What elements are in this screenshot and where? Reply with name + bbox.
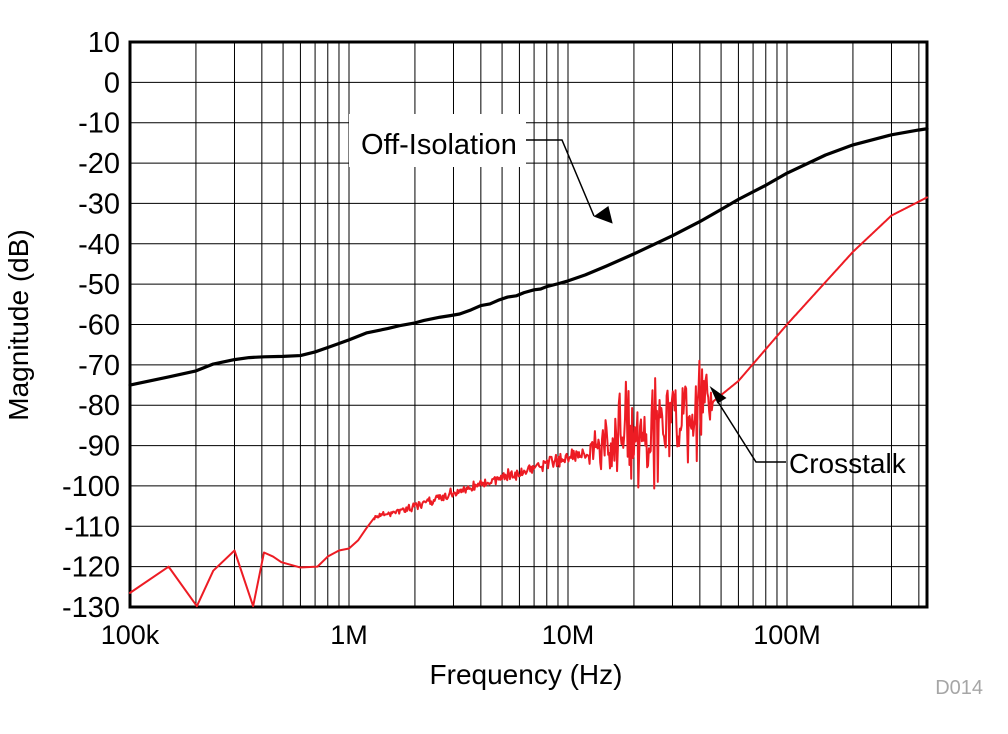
svg-text:-100: -100 [62,471,120,503]
svg-text:Frequency (Hz): Frequency (Hz) [430,659,623,690]
svg-text:-40: -40 [78,229,120,261]
svg-text:Crosstalk: Crosstalk [789,448,907,479]
svg-text:10: 10 [88,27,120,59]
svg-text:-120: -120 [62,552,120,584]
svg-text:100M: 100M [753,620,821,650]
svg-text:D014: D014 [935,677,983,699]
svg-text:Magnitude (dB): Magnitude (dB) [3,229,34,420]
svg-text:100k: 100k [101,620,160,650]
svg-text:Off-Isolation: Off-Isolation [361,129,517,161]
svg-text:-110: -110 [64,511,120,543]
svg-text:-50: -50 [78,269,120,301]
svg-text:-30: -30 [78,188,120,220]
svg-text:10M: 10M [542,620,595,650]
svg-text:-70: -70 [78,350,120,382]
svg-text:0: 0 [104,67,120,99]
svg-text:1M: 1M [330,620,368,650]
svg-text:-90: -90 [78,431,120,463]
svg-text:-80: -80 [78,390,120,422]
svg-text:-10: -10 [78,108,120,140]
svg-text:-60: -60 [78,310,120,342]
svg-text:-20: -20 [78,148,120,180]
